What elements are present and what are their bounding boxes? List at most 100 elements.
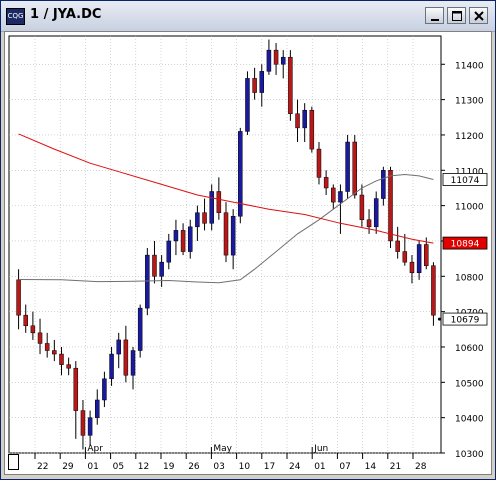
- candle-body: [302, 109, 307, 129]
- candle-body: [395, 240, 400, 252]
- candle-series: [16, 39, 441, 450]
- candle-body: [338, 191, 343, 203]
- candle-body: [331, 187, 336, 203]
- x-tick-label: 10: [239, 462, 251, 472]
- x-tick-label: 19: [163, 462, 175, 472]
- candle-body: [109, 353, 114, 380]
- close-button[interactable]: [469, 7, 488, 24]
- candle-body: [52, 350, 57, 355]
- candle-body: [152, 254, 157, 277]
- minimize-button[interactable]: [425, 7, 444, 24]
- moving-average-long-line: [18, 133, 434, 244]
- scroll-corner-box[interactable]: [8, 454, 19, 470]
- month-label: Apr: [87, 444, 103, 454]
- x-tick-label: 22: [37, 462, 48, 472]
- candle-body: [66, 364, 71, 369]
- candle-body: [316, 148, 322, 178]
- candle-body: [424, 244, 429, 266]
- candle-body: [37, 332, 43, 344]
- moving-average-long: [18, 133, 434, 244]
- month-label: Jun: [313, 444, 328, 454]
- candle-body: [130, 350, 136, 376]
- candle-body: [216, 191, 222, 213]
- candle-body: [195, 212, 200, 228]
- candle-body: [95, 399, 100, 418]
- candle-body: [431, 265, 436, 316]
- y-tick-label: 11200: [455, 132, 484, 142]
- candle-body: [102, 378, 107, 401]
- title-bar[interactable]: CQG 1 / JYA.DC: [1, 1, 495, 32]
- app-logo-icon: CQG: [6, 8, 25, 25]
- candle-body: [44, 343, 50, 351]
- candle-body: [323, 177, 329, 189]
- date-axis: 22 29 01 05 12 19 26 03 10 17 24 01 07 14 21 28 Apr May Ju…: [34, 444, 427, 472]
- y-tick-label: 10400: [455, 415, 484, 425]
- candle-body: [209, 191, 214, 224]
- candle-body: [280, 56, 286, 65]
- x-tick-label: 01: [314, 462, 325, 472]
- candle-body: [266, 49, 272, 72]
- candle-body: [309, 109, 315, 150]
- x-tick-label: 26: [188, 462, 200, 472]
- candle-body: [116, 339, 121, 355]
- candle-body: [288, 56, 293, 114]
- candle-body: [359, 194, 365, 221]
- chart-area[interactable]: 1030010400105001060010700108001090011000…: [4, 31, 492, 475]
- price-marker-label: 11074: [451, 176, 480, 186]
- candle-body: [366, 219, 372, 228]
- candle-body: [402, 251, 408, 263]
- moving-average-short: [18, 173, 434, 284]
- candle-body: [159, 261, 164, 277]
- chart-grid: [8, 35, 442, 454]
- price-marker-label: 10679: [451, 316, 480, 326]
- candle-body: [345, 141, 350, 192]
- moving-average-short-line: [18, 173, 434, 284]
- x-tick-label: 21: [390, 462, 401, 472]
- y-tick-label: 10600: [455, 344, 484, 354]
- candle-body: [381, 170, 386, 199]
- candle-body: [87, 417, 93, 436]
- candle-body: [388, 170, 393, 242]
- candle-body: [202, 212, 207, 224]
- candle-body: [416, 244, 422, 274]
- x-tick-label: 05: [113, 462, 124, 472]
- x-tick-label: 14: [365, 462, 377, 472]
- candle-body: [295, 113, 300, 129]
- month-label: May: [213, 444, 232, 454]
- x-tick-label: 07: [339, 462, 350, 472]
- price-markers: 11074 10894 10679: [442, 173, 488, 326]
- candlestick-chart[interactable]: 1030010400105001060010700108001090011000…: [5, 32, 491, 474]
- candle-body: [259, 71, 265, 93]
- y-tick-label: 10800: [455, 273, 484, 283]
- x-tick-label: 29: [62, 462, 74, 472]
- price-axis: 1030010400105001060010700108001090011000…: [441, 61, 484, 460]
- price-marker-label: 10894: [451, 240, 480, 250]
- candle-body: [73, 367, 79, 411]
- y-tick-label: 11000: [455, 203, 484, 213]
- price-marker-box: [442, 312, 488, 326]
- y-tick-label: 11100: [455, 167, 484, 177]
- candle-body: [23, 314, 28, 327]
- candle-body: [145, 254, 150, 309]
- candle-body: [166, 240, 172, 263]
- y-tick-label: 11300: [455, 97, 484, 107]
- minimize-icon: [431, 19, 439, 21]
- candle-body: [352, 141, 357, 196]
- x-tick-label: 12: [138, 462, 149, 472]
- maximize-icon: [452, 11, 462, 21]
- candle-body: [238, 131, 243, 217]
- window-title: 1 / JYA.DC: [30, 7, 102, 22]
- candle-body: [273, 49, 279, 65]
- maximize-button[interactable]: [447, 7, 466, 24]
- x-tick-label: 03: [213, 462, 224, 472]
- close-icon: [474, 11, 484, 21]
- x-tick-label: 24: [289, 462, 301, 472]
- y-tick-label: 10500: [455, 379, 484, 389]
- candle-body: [373, 198, 379, 228]
- candle-body: [80, 410, 86, 436]
- candle-body: [59, 353, 64, 365]
- candle-body: [223, 212, 229, 256]
- candle-body: [30, 325, 36, 334]
- candle-body: [180, 230, 186, 252]
- x-tick-label: 28: [415, 462, 427, 472]
